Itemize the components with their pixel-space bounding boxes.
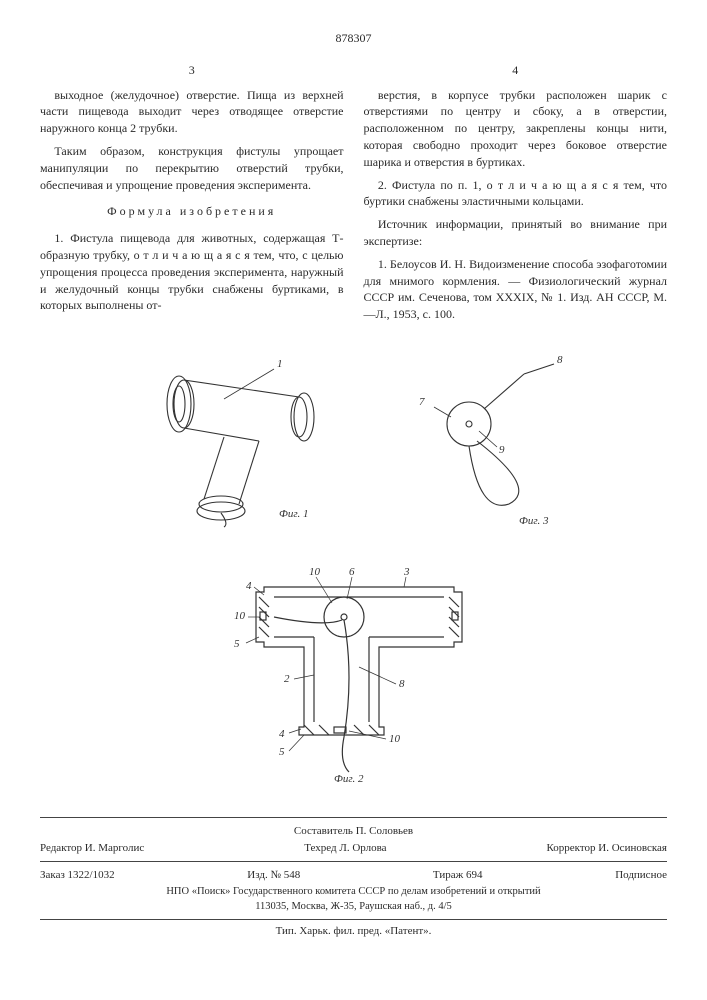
footer-tirazh: Тираж 694 <box>433 868 483 883</box>
figure-2: 4 10 5 10 6 3 2 8 4 5 10 Фиг. 2 <box>204 537 504 787</box>
fig2-ref-10c: 10 <box>389 733 401 745</box>
footer-typography: Тип. Харьк. фил. пред. «Патент». <box>40 924 667 939</box>
right-para-2: 2. Фистула по п. 1, о т л и ч а ю щ а я … <box>364 177 668 211</box>
fig1-ref-1: 1 <box>277 358 283 370</box>
source-title: Источник информации, принятый во внимани… <box>364 216 668 250</box>
fig2-ref-10a: 10 <box>234 610 246 622</box>
right-para-1: верстия, в корпусе трубки расположен шар… <box>364 87 668 171</box>
footer-corrector: Корректор И. Осиновская <box>547 841 667 856</box>
right-column: 4 верстия, в корпусе трубки расположен ш… <box>364 62 668 329</box>
footer-compiler: Составитель П. Соловьев <box>40 824 667 839</box>
fig2-caption: Фиг. 2 <box>334 773 364 785</box>
formula-title: Формула изобретения <box>40 203 344 220</box>
footer-izd: Изд. № 548 <box>247 868 300 883</box>
fig1-caption: Фиг. 1 <box>279 508 309 520</box>
footer-editor: Редактор И. Марголис <box>40 841 144 856</box>
figure-3: 7 8 9 Фиг. 3 <box>379 349 579 529</box>
fig2-ref-10b: 10 <box>309 566 321 578</box>
fig3-ref-7: 7 <box>419 396 425 408</box>
footer-order: Заказ 1322/1032 <box>40 868 115 883</box>
fig2-ref-4b: 4 <box>279 728 285 740</box>
footer-org2: 113035, Москва, Ж-35, Раушская наб., д. … <box>40 900 667 915</box>
left-para-1: выходное (желудочное) отверстие. Пища из… <box>40 87 344 137</box>
figure-1: 1 Фиг. 1 <box>129 349 349 529</box>
patent-number: 878307 <box>40 30 667 47</box>
page-marker-3: 3 <box>40 62 344 79</box>
left-column: 3 выходное (желудочное) отверстие. Пища … <box>40 62 344 329</box>
footer-org1: НПО «Поиск» Государственного комитета СС… <box>40 885 667 900</box>
fig3-caption: Фиг. 3 <box>519 515 549 527</box>
footer-tech: Техред Л. Орлова <box>304 841 386 856</box>
fig2-ref-8: 8 <box>399 678 405 690</box>
fig3-ref-8: 8 <box>557 354 563 366</box>
footer: Составитель П. Соловьев Редактор И. Марг… <box>40 817 667 939</box>
left-para-2: Таким образом, конструкция фистулы упрощ… <box>40 143 344 193</box>
left-para-3: 1. Фистула пищевода для животных, содерж… <box>40 230 344 314</box>
figures-block: 1 Фиг. 1 7 8 9 Фиг. 3 <box>40 349 667 787</box>
fig2-ref-5b: 5 <box>279 746 285 758</box>
fig2-ref-4a: 4 <box>246 580 252 592</box>
fig2-ref-3: 3 <box>403 566 410 578</box>
fig2-ref-2: 2 <box>284 673 290 685</box>
source-body: 1. Белоусов И. Н. Видоизменение способа … <box>364 256 668 323</box>
text-columns: 3 выходное (желудочное) отверстие. Пища … <box>40 62 667 329</box>
fig2-ref-5a: 5 <box>234 638 240 650</box>
fig3-ref-9: 9 <box>499 444 505 456</box>
footer-subscription: Подписное <box>615 868 667 883</box>
fig2-ref-6: 6 <box>349 566 355 578</box>
page-marker-4: 4 <box>364 62 668 79</box>
